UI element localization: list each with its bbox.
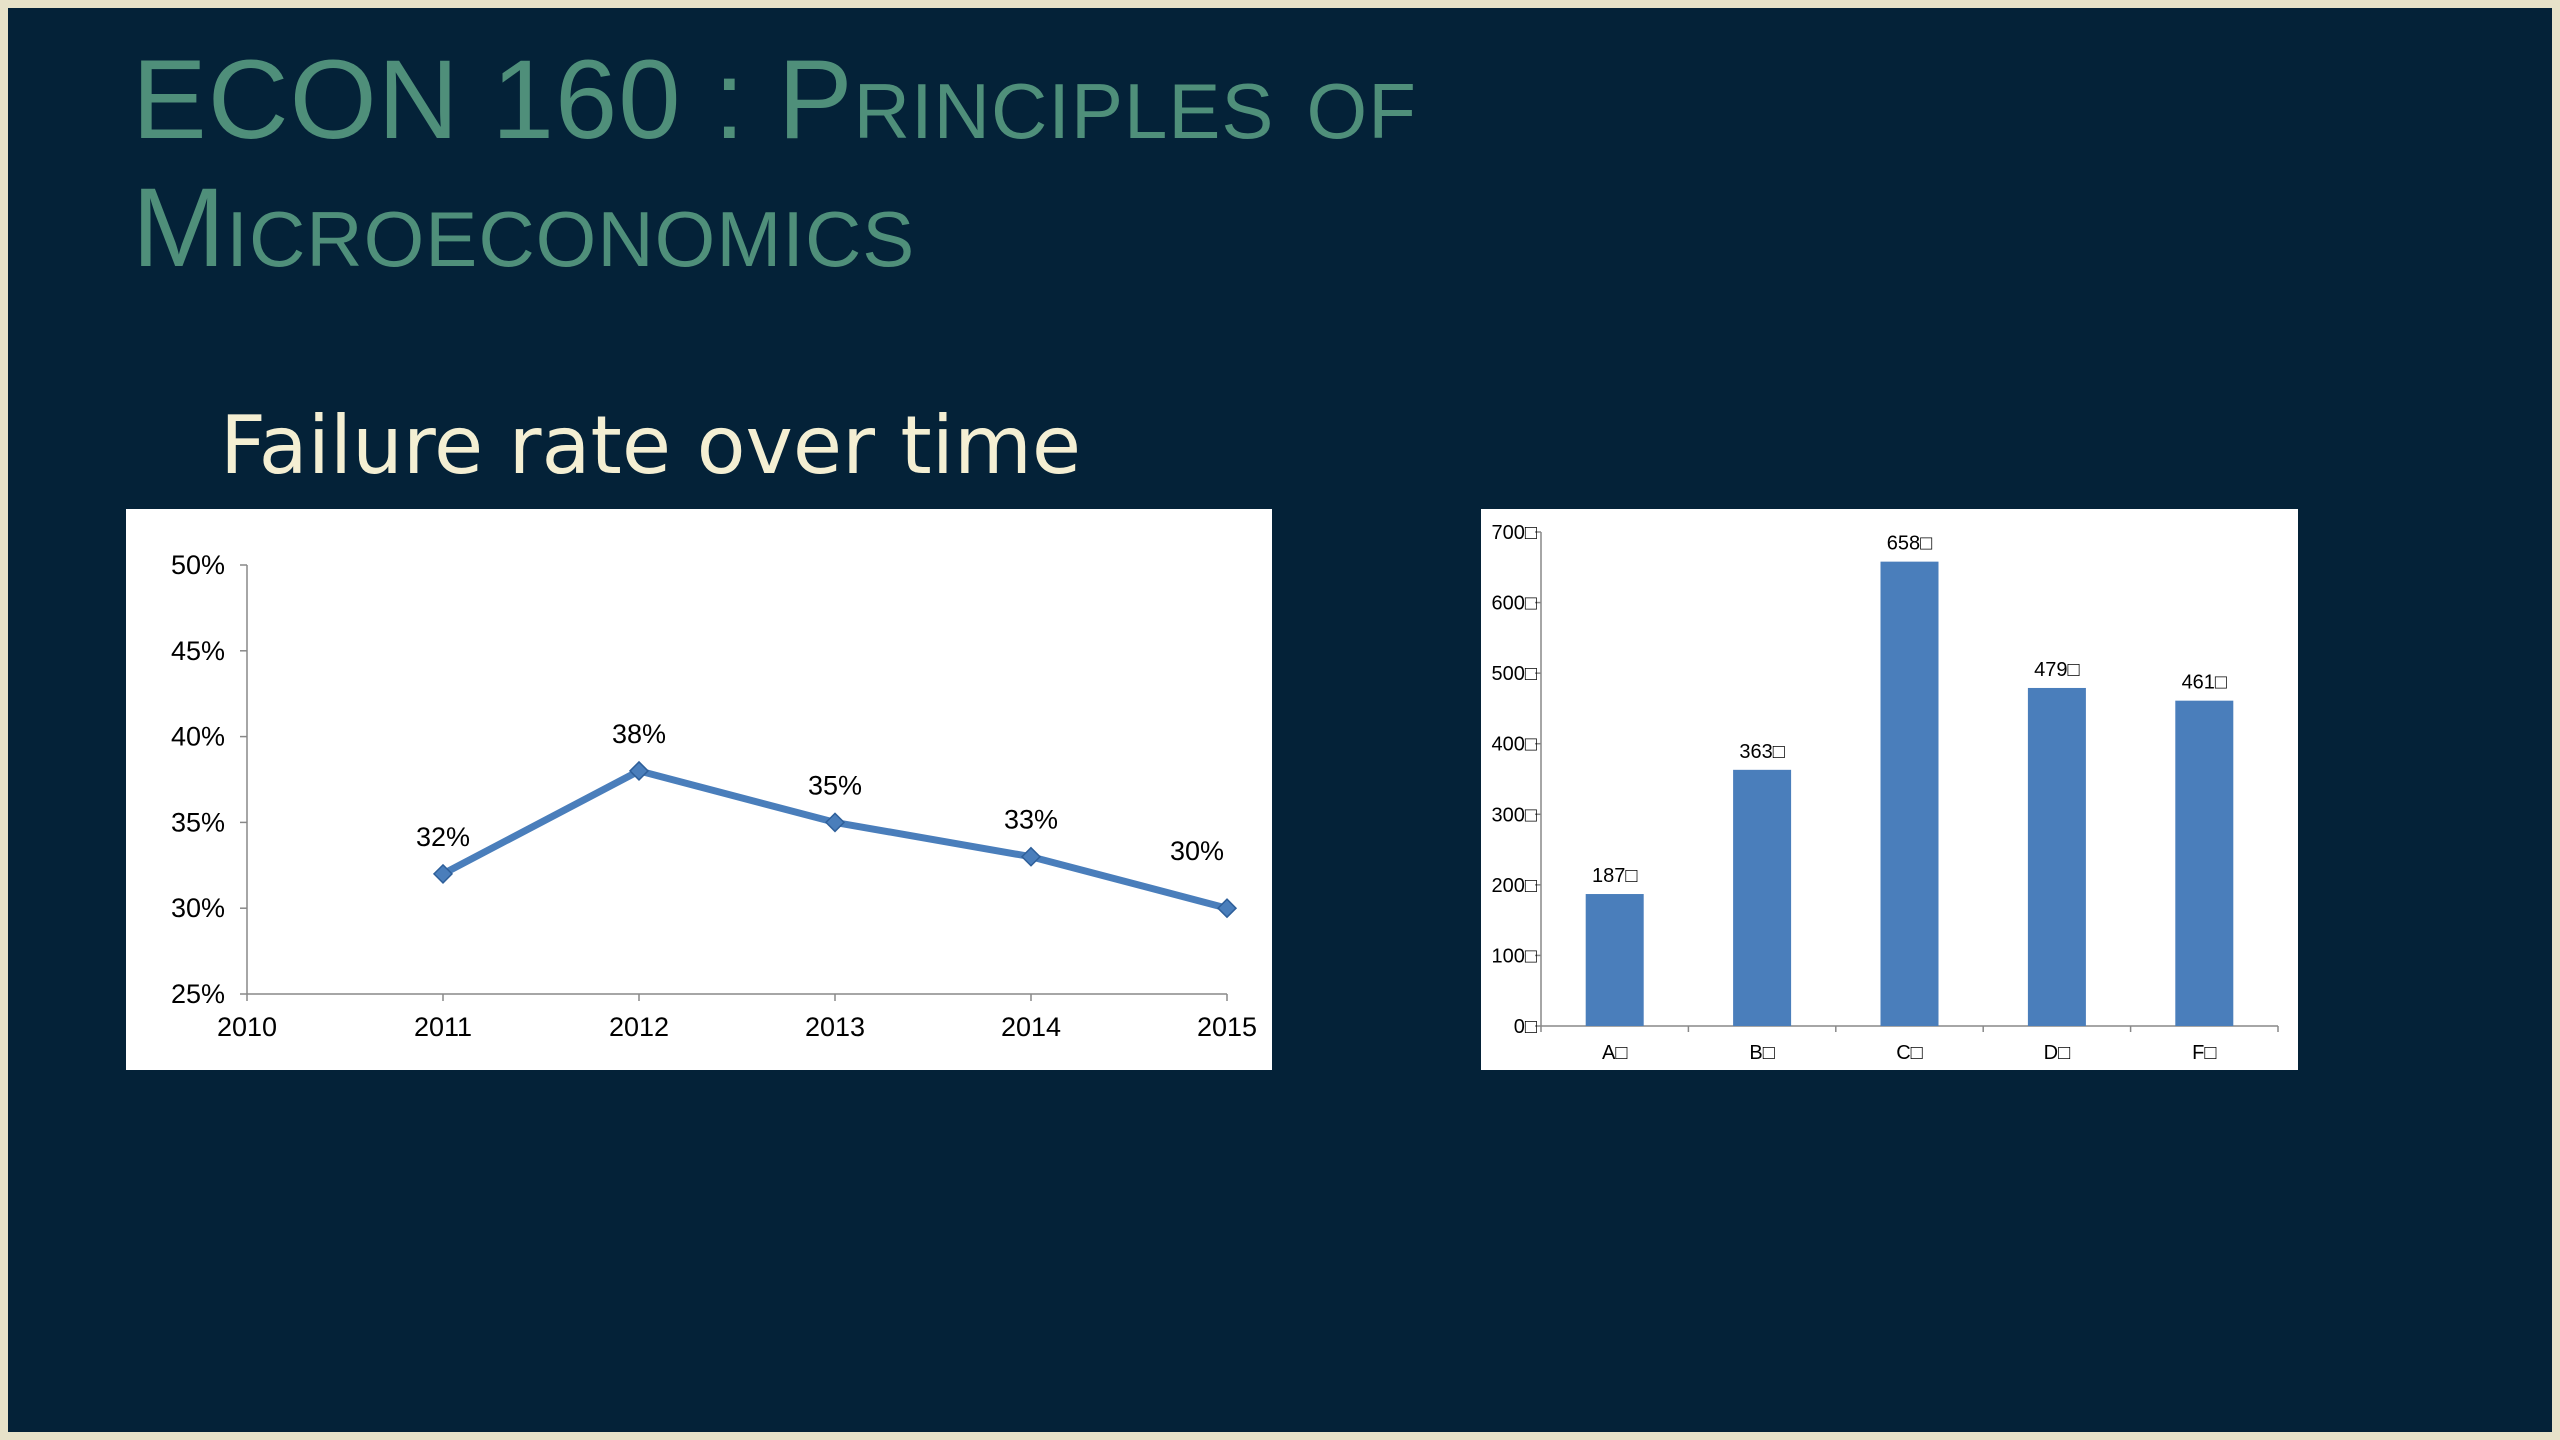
grade-distribution-bar-chart: 0□ 100□ 200□ 300□ 400□ 500□ 600□ 700□ 187□ A□ 363□…: [1481, 509, 2298, 1070]
data-label: 38%: [612, 719, 666, 749]
x-tick-label: F□: [2192, 1042, 2216, 1064]
data-label: 33%: [1004, 805, 1058, 835]
title-line-2: Microeconomics: [132, 165, 916, 290]
data-label: 187□: [1592, 865, 1637, 887]
y-tick-label: 25%: [171, 979, 225, 1009]
y-tick-label: 600□: [1492, 593, 1537, 615]
x-tick-label: 2010: [217, 1012, 277, 1042]
y-tick-label: 200□: [1492, 875, 1537, 897]
data-label: 30%: [1170, 836, 1224, 866]
data-point-marker: [432, 863, 454, 884]
y-tick-label: 700□: [1492, 522, 1537, 544]
x-tick-label: 2015: [1197, 1012, 1257, 1042]
bar: [1880, 561, 1939, 1026]
y-tick-label: 500□: [1492, 663, 1537, 685]
x-tick-label: B□: [1749, 1042, 1774, 1064]
bar: [2175, 700, 2234, 1026]
y-tick-label: 30%: [171, 893, 225, 923]
slide-title: ECON 160 : Principles of Microeconomics: [132, 36, 1417, 292]
failure-rate-line-chart: 25% 30% 35% 40% 45% 50% 2010 2011 2012 2013 2014 20…: [126, 509, 1272, 1070]
data-point-marker: [1216, 898, 1238, 919]
data-label: 461□: [2182, 672, 2227, 694]
y-tick-label: 300□: [1492, 804, 1537, 826]
x-tick-label: A□: [1602, 1042, 1627, 1064]
line-chart-svg: 25% 30% 35% 40% 45% 50% 2010 2011 2012 2013 2014 20…: [171, 550, 1257, 1042]
y-tick-label: 45%: [171, 636, 225, 666]
data-label: 35%: [808, 770, 862, 800]
x-tick-label: D□: [2044, 1042, 2071, 1064]
x-tick-label: 2014: [1001, 1012, 1061, 1042]
y-tick-label: 400□: [1492, 734, 1537, 756]
y-tick-label: 0□: [1514, 1016, 1537, 1038]
bar-chart-svg: 0□ 100□ 200□ 300□ 400□ 500□ 600□ 700□ 187□ A□ 363□…: [1492, 522, 2279, 1064]
data-label: 658□: [1887, 533, 1932, 555]
x-tick-label: 2012: [609, 1012, 669, 1042]
data-label: 32%: [416, 822, 470, 852]
y-tick-label: 40%: [171, 722, 225, 752]
y-tick-label: 50%: [171, 550, 225, 580]
bar: [2027, 687, 2086, 1026]
bar: [1585, 894, 1644, 1026]
bar: [1733, 769, 1792, 1026]
x-tick-label: 2011: [414, 1012, 472, 1042]
data-point-marker: [1020, 846, 1042, 867]
data-label: 479□: [2034, 659, 2079, 681]
slide-subtitle: Failure rate over time: [220, 399, 1082, 492]
y-tick-label: 35%: [171, 807, 225, 837]
x-tick-label: C□: [1896, 1042, 1923, 1064]
title-line-1: ECON 160 : Principles of: [132, 37, 1417, 162]
x-tick-label: 2013: [805, 1012, 865, 1042]
data-point-marker: [628, 760, 650, 781]
data-label: 363□: [1739, 741, 1784, 763]
y-tick-label: 100□: [1492, 945, 1537, 967]
data-point-marker: [824, 812, 846, 833]
